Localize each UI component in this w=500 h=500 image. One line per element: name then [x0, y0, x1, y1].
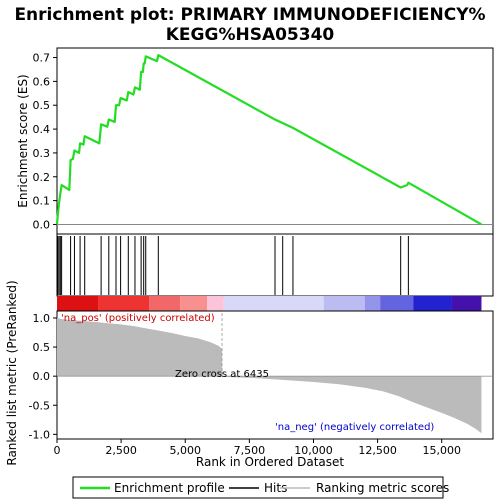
metric-area: [57, 313, 493, 434]
metric-y-axis: -1.0 -0.5 0.0 0.5 1.0: [29, 312, 57, 441]
es-y-tick-label: 0.1: [33, 195, 51, 208]
pos-label: 'na_pos' (positively correlated): [61, 313, 215, 324]
rank-bar-band-2: [149, 296, 181, 311]
legend-metric-label: Ranking metric scores: [316, 481, 449, 495]
rank-bar-band-4: [207, 296, 224, 311]
legend-hits-label: Hits: [264, 481, 287, 495]
rank-bar-band-1: [98, 296, 150, 311]
metric-y-label: Ranked list metric (PreRanked): [5, 280, 19, 465]
rank-color-bar: [57, 296, 482, 311]
es-y-tick-label: 0.6: [33, 75, 51, 88]
rank-bar-band-7: [364, 296, 381, 311]
neg-label: 'na_neg' (negatively correlated): [275, 422, 434, 433]
rank-bar-band-3: [180, 296, 208, 311]
es-y-tick-label: 0.3: [33, 147, 51, 160]
x-tick-label: 5,000: [169, 444, 201, 457]
es-y-tick-label: 0.7: [33, 52, 51, 65]
metric-y-tick-label: 0.0: [33, 370, 51, 383]
rank-bar-band-6: [323, 296, 365, 311]
x-axis-label: Rank in Ordered Dataset: [196, 455, 344, 469]
zero-cross-label: Zero cross at 6435: [175, 369, 269, 380]
rank-bar-band-5: [223, 296, 324, 311]
x-tick-label: 7,500: [234, 444, 266, 457]
es-y-tick-label: 0.2: [33, 171, 51, 184]
x-tick-label: 0: [54, 444, 61, 457]
legend-profile-label: Enrichment profile: [114, 481, 225, 495]
es-y-tick-label: 0.4: [33, 123, 51, 136]
rank-bar-band-0: [57, 296, 99, 311]
metric-y-tick-label: -0.5: [29, 399, 50, 412]
rank-bar-band-8: [380, 296, 414, 311]
metric-y-tick-label: 1.0: [33, 312, 51, 325]
es-panel-frame: [56, 47, 494, 235]
x-tick-label: 12,500: [358, 444, 397, 457]
es-y-label: Enrichment score (ES): [16, 74, 30, 207]
es-y-tick-label: 0.5: [33, 99, 51, 112]
rank-bar-band-9: [413, 296, 452, 311]
es-y-axis: 0.0 0.1 0.2 0.3 0.4 0.5 0.6 0.7: [33, 52, 57, 231]
ranking-metric-area: [57, 317, 482, 434]
x-tick-label: 2,500: [105, 444, 137, 457]
x-axis: 0 2,500 5,000 7,500 10,000 12,500 15,000: [54, 439, 461, 457]
x-tick-label: 15,000: [422, 444, 461, 457]
metric-y-tick-label: -1.0: [29, 428, 50, 441]
es-y-tick-label: 0.0: [33, 218, 51, 231]
title-line1: Enrichment plot: PRIMARY IMMUNODEFICIENC…: [14, 5, 485, 25]
rank-bar-band-10: [451, 296, 482, 311]
title-line2: KEGG%HSA05340: [166, 25, 335, 45]
x-tick-label: 10,000: [294, 444, 333, 457]
metric-y-tick-label: 0.5: [33, 341, 51, 354]
hit-marks: [57, 236, 409, 295]
enrichment-profile-line: [55, 54, 483, 226]
enrichment-profile: [55, 54, 483, 226]
